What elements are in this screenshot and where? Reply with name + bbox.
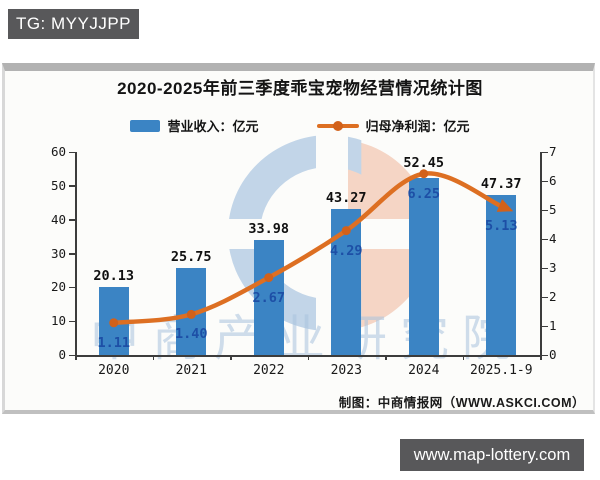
right-axis-tickmark	[541, 354, 548, 356]
legend-line-label: 归母净利润：亿元	[365, 119, 470, 134]
left-axis-line	[75, 152, 77, 355]
chart-title: 2020-2025年前三季度乖宝宠物经营情况统计图	[117, 79, 483, 98]
x-axis-label: 2020	[98, 363, 130, 378]
bar-2023	[331, 208, 362, 355]
right-axis-tick-label: 1	[549, 318, 557, 333]
left-axis-tickmark	[69, 151, 75, 153]
right-axis-tickmark	[541, 151, 548, 153]
right-axis-tick-label: 2	[549, 289, 557, 304]
right-axis-tickmark	[541, 238, 548, 240]
left-axis-tick-label: 10	[50, 313, 66, 329]
top-banner-text: TG: MYYJJPP	[15, 14, 132, 33]
footer-credit: 制图：中商情报网（WWW.ASKCI.COM）	[338, 396, 585, 410]
bottom-banner-text: www.map-lottery.com	[413, 445, 571, 464]
line-value-label: 2.67	[252, 289, 285, 306]
right-axis-tickmark	[541, 180, 548, 182]
bottom-axis-tickmark	[385, 355, 387, 360]
right-axis-tick-label: 4	[549, 231, 557, 246]
x-axis-label: 2021	[175, 363, 207, 378]
bar-2024	[408, 177, 439, 355]
bar-value-label: 47.37	[480, 175, 522, 192]
right-axis-line	[540, 152, 542, 355]
left-axis-tick-label: 20	[50, 279, 66, 295]
bar-value-label: 43.27	[325, 189, 367, 206]
left-axis-tickmark	[69, 354, 75, 356]
bottom-axis-tickmark	[230, 355, 232, 360]
left-axis-tick-label: 0	[58, 347, 66, 362]
x-axis-label: 2023	[330, 363, 362, 378]
bottom-axis-tickmark	[540, 355, 542, 360]
left-axis-tickmark	[69, 286, 75, 289]
top-banner: TG: MYYJJPP	[8, 9, 139, 39]
left-axis-tick-label: 40	[50, 211, 66, 227]
legend-line-swatch	[316, 123, 359, 128]
right-axis-tick-label: 5	[549, 202, 557, 217]
line-value-label: 1.11	[97, 334, 130, 351]
bar-value-label: 25.75	[170, 248, 212, 265]
right-axis-tickmark	[541, 296, 548, 298]
right-axis-tick-label: 3	[549, 260, 557, 275]
left-axis-tickmark	[69, 185, 75, 187]
line-value-label: 6.25	[407, 185, 440, 202]
left-axis-tickmark	[69, 253, 75, 255]
right-axis-tickmark	[541, 209, 548, 211]
bar-value-label: 20.13	[93, 267, 135, 284]
bottom-axis-tickmark	[75, 355, 77, 360]
left-axis-tick-label: 60	[50, 144, 66, 159]
right-axis-tickmark	[541, 267, 548, 269]
bar-value-label: 33.98	[248, 221, 290, 238]
x-axis-label: 2022	[253, 363, 285, 378]
x-axis-label: 2024	[408, 363, 440, 378]
right-axis-tickmark	[541, 325, 548, 327]
legend-bar-label: 营业收入：亿元	[167, 119, 259, 134]
legend-item-revenue: 营业收入：亿元	[130, 116, 259, 135]
legend-item-profit: 归母净利润：亿元	[316, 116, 470, 135]
left-axis-tickmark	[69, 320, 75, 323]
bar-value-label: 52.45	[403, 154, 445, 171]
legend-bar-swatch	[130, 119, 161, 132]
bottom-axis-tickmark	[462, 355, 464, 360]
x-axis-label: 2025.1-9	[469, 363, 533, 378]
right-axis-tick-label: 6	[549, 173, 557, 188]
chart-legend: 营业收入：亿元 归母净利润：亿元	[0, 116, 600, 135]
bottom-banner: www.map-lottery.com	[400, 439, 584, 471]
line-value-label: 1.40	[174, 326, 208, 343]
right-axis-tick-label: 0	[549, 347, 557, 362]
line-value-label: 5.13	[484, 218, 518, 235]
left-axis-tickmark	[69, 219, 75, 221]
bottom-axis-tickmark	[307, 355, 309, 360]
left-axis-tick-label: 30	[50, 245, 66, 261]
bottom-axis-tickmark	[152, 355, 154, 360]
right-axis-tick-label: 7	[549, 144, 557, 159]
left-axis-tick-label: 50	[50, 177, 66, 193]
line-value-label: 4.29	[329, 242, 363, 259]
